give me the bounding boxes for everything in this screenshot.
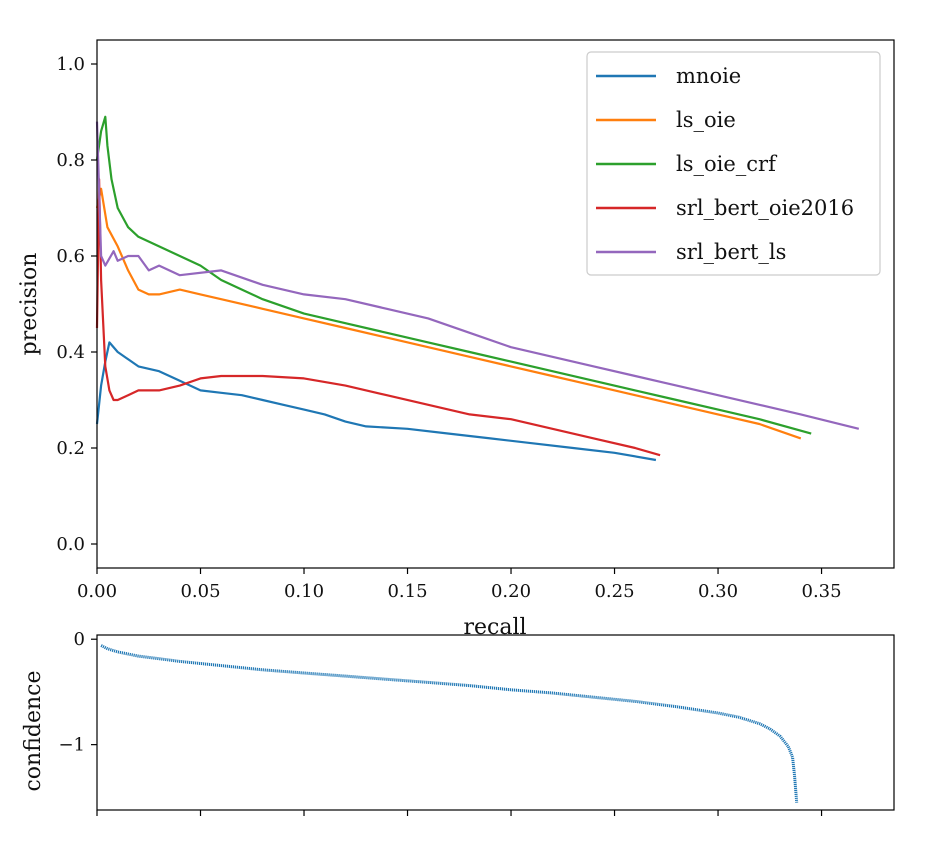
- x-tick-label: 0.05: [180, 581, 220, 602]
- x-tick-label: 0.00: [77, 581, 117, 602]
- x-tick-label: 0.30: [698, 581, 738, 602]
- legend-entry: srl_bert_oie2016: [676, 196, 854, 220]
- legend-entry: srl_bert_ls: [676, 240, 786, 264]
- confidence-y-axis-label: confidence: [21, 670, 46, 791]
- x-axis-label: recall: [463, 615, 526, 640]
- y-tick-label: 1.0: [56, 54, 85, 75]
- x-tick-label: 0.10: [284, 581, 324, 602]
- confidence-series: [100, 644, 799, 803]
- confidence-y-ticks: 0 −1: [58, 629, 97, 756]
- series-line-srl-bert-ls: [95, 121, 860, 430]
- x-tick-label: 0.25: [594, 581, 634, 602]
- y-tick-label: 0.0: [56, 534, 85, 555]
- legend-box: [586, 51, 881, 276]
- series-line-ls-oie: [95, 187, 802, 440]
- x-tick-label: 0.15: [387, 581, 427, 602]
- precision-recall-panel: 0.00 0.05 0.10 0.15 0.20 0.25 0.30 0.35 0.00.20…: [17, 39, 895, 640]
- x-axis-ticks: 0.00 0.05 0.10 0.15 0.20 0.25 0.30 0.35: [77, 568, 842, 602]
- main-plot-frame: [96, 39, 895, 569]
- legend: mnoie ls_oie ls_oie_crf srl_bert_oie2016srl…: [586, 51, 881, 276]
- y-axis-label: precision: [17, 253, 42, 356]
- confidence-x-ticks: [96, 810, 823, 816]
- confidence-y-tick-label: 0: [74, 629, 85, 650]
- confidence-line: [100, 644, 799, 803]
- y-tick-label: 0.8: [56, 150, 85, 171]
- confidence-y-tick-label: −1: [58, 735, 85, 756]
- x-tick-label: 0.20: [491, 581, 531, 602]
- y-tick-label: 0.4: [56, 342, 85, 363]
- legend-entry: ls_oie: [676, 108, 736, 132]
- legend-entry: mnoie: [676, 64, 741, 88]
- y-axis-ticks: 0.0 0.2 0.4 0.6 0.8 1.0: [56, 54, 97, 555]
- series-lines: [95, 115, 860, 462]
- x-tick-label: 0.35: [802, 581, 842, 602]
- legend-entry: ls_oie_crf: [676, 152, 778, 176]
- series-line-ls-oie-crf: [95, 115, 812, 435]
- y-tick-label: 0.2: [56, 438, 85, 459]
- y-tick-label: 0.6: [56, 246, 85, 267]
- confidence-panel: 0 −1 confidence: [21, 629, 895, 816]
- confidence-plot-frame: [96, 634, 895, 811]
- series-line-srl-bert-oie2016: [95, 178, 661, 457]
- series-line-mnoie: [95, 341, 657, 462]
